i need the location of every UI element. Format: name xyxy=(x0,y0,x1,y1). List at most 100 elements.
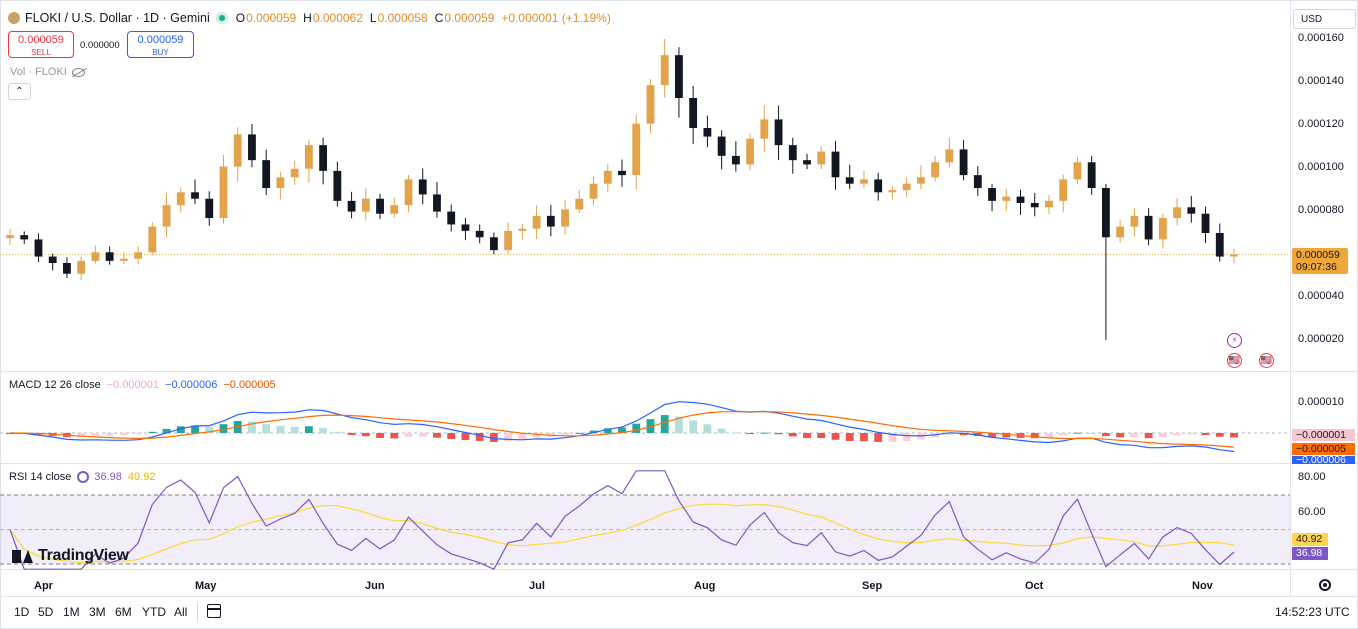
time-axis-label: Aug xyxy=(694,580,716,592)
close-value: 0.000059 xyxy=(444,11,495,25)
range-1d-button[interactable]: 1D xyxy=(14,605,30,619)
macd-histogram-bar xyxy=(134,433,143,435)
candle-body xyxy=(34,239,43,257)
candle-body xyxy=(959,149,968,176)
range-6m-button[interactable]: 6M xyxy=(115,605,132,619)
currency-selector[interactable]: USD xyxy=(1293,9,1356,29)
high-value: 0.000062 xyxy=(312,11,363,25)
candle-body xyxy=(205,198,214,218)
macd-histogram-bar xyxy=(119,433,128,436)
rsi-legend[interactable]: RSI 14 close 36.98 40.92 xyxy=(9,471,155,483)
macd-histogram-bar xyxy=(860,433,868,442)
high-label: H xyxy=(303,11,312,25)
price-change: +0.000001 (+1.19%) xyxy=(501,11,611,25)
candle-body xyxy=(1130,215,1139,227)
candle-body xyxy=(418,179,427,195)
close-label: C xyxy=(434,11,444,25)
candle-body xyxy=(233,134,242,167)
collapse-legend-button[interactable]: ⌃ xyxy=(8,83,31,100)
macd-histogram-bar xyxy=(1087,432,1096,434)
range-5d-button[interactable]: 5D xyxy=(38,605,54,619)
time-axis-label: Sep xyxy=(862,580,883,592)
candle-body xyxy=(575,198,584,210)
macd-histogram-bar xyxy=(888,433,897,442)
candle-body xyxy=(1045,200,1053,208)
macd-histogram-bar xyxy=(176,426,185,433)
macd-histogram-bar xyxy=(1130,433,1139,438)
gear-icon[interactable] xyxy=(1319,579,1331,591)
rsi-axis-label: 60.00 xyxy=(1298,506,1326,518)
candle-body xyxy=(376,198,384,214)
macd-histogram-bar xyxy=(1215,433,1224,437)
macd-histogram-bar xyxy=(504,433,513,441)
macd-histogram-bar xyxy=(489,433,498,442)
time-axis-label: May xyxy=(195,580,217,592)
tradingview-logo[interactable]: TradingView xyxy=(12,547,129,565)
macd-signal-value: −0.000005 xyxy=(223,379,276,391)
macd-histogram-bar xyxy=(1030,433,1039,439)
eye-hidden-icon[interactable] xyxy=(71,67,85,77)
macd-histogram-tag: −0.000001 xyxy=(1292,429,1355,441)
macd-histogram-bar xyxy=(1073,432,1082,434)
candle-body xyxy=(361,198,370,212)
candle-body xyxy=(276,177,285,188)
macd-axis-label: 0.000010 xyxy=(1298,396,1344,408)
rsi-chart[interactable] xyxy=(0,464,1290,570)
macd-histogram-bar xyxy=(874,433,883,442)
candle-body xyxy=(248,134,256,161)
candle-body xyxy=(48,256,57,263)
sell-button[interactable]: 0.000059 SELL xyxy=(8,31,74,58)
range-3m-button[interactable]: 3M xyxy=(89,605,106,619)
candle-body xyxy=(888,190,897,193)
range-ytd-button[interactable]: YTD xyxy=(142,605,166,619)
candle-body xyxy=(774,119,783,146)
time-axis-border xyxy=(0,569,1358,570)
lightning-event-icon[interactable]: ⚡ xyxy=(1227,333,1242,348)
price-axis-label: 0.000100 xyxy=(1298,161,1344,173)
candle-body xyxy=(504,230,513,251)
candle-body xyxy=(561,209,569,227)
macd-histogram-bar xyxy=(77,433,86,437)
range-all-button[interactable]: All xyxy=(174,605,188,619)
macd-pane-divider[interactable] xyxy=(0,371,1358,372)
buy-button[interactable]: 0.000059 BUY xyxy=(127,31,194,58)
candle-body xyxy=(1158,218,1167,240)
us-flag-event-icon[interactable]: 🇺🇸 xyxy=(1227,353,1242,368)
macd-legend[interactable]: MACD 12 26 close −0.000001 −0.000006 −0.… xyxy=(9,379,276,391)
candle-body xyxy=(916,177,925,184)
macd-histogram-bar xyxy=(959,433,968,436)
symbol-legend[interactable]: FLOKI / U.S. Dollar · 1D · Gemini O 0.000… xyxy=(8,11,618,25)
volume-legend[interactable]: Vol · FLOKI xyxy=(10,66,85,78)
us-flag-event-icon[interactable]: 🇺🇸 xyxy=(1259,353,1274,368)
macd-histogram-bar xyxy=(361,433,370,437)
macd-chart[interactable] xyxy=(0,372,1290,464)
candle-body xyxy=(134,252,143,259)
candle-body xyxy=(546,215,555,227)
rsi-ma-line xyxy=(9,503,1235,564)
price-chart[interactable] xyxy=(0,0,1290,371)
symbol-title[interactable]: FLOKI / U.S. Dollar · 1D · Gemini xyxy=(25,11,210,25)
open-label: O xyxy=(235,11,246,25)
macd-histogram-bar xyxy=(276,425,285,433)
rsi-value: 36.98 xyxy=(94,471,122,483)
candle-body xyxy=(304,145,313,169)
candle-body xyxy=(532,215,541,229)
rsi-source-icon[interactable] xyxy=(77,471,90,483)
price-axis-label: 0.000020 xyxy=(1298,333,1344,345)
macd-histogram-bar xyxy=(91,433,100,436)
range-1m-button[interactable]: 1M xyxy=(63,605,80,619)
macd-histogram-bar xyxy=(148,431,157,433)
toolbar-border xyxy=(0,596,1358,597)
candle-body xyxy=(660,55,669,86)
macd-histogram-bar xyxy=(646,419,655,433)
macd-line-value: −0.000006 xyxy=(165,379,218,391)
candle-body xyxy=(63,263,71,274)
macd-histogram-bar xyxy=(461,433,470,441)
rsi-pane-divider[interactable] xyxy=(0,463,1358,464)
floki-logo-icon xyxy=(8,12,20,24)
candle-body xyxy=(290,168,299,178)
utc-clock[interactable]: 14:52:23 UTC xyxy=(1275,605,1350,619)
candle-body xyxy=(860,179,868,184)
calendar-icon[interactable] xyxy=(207,604,221,618)
buy-price: 0.000059 xyxy=(137,34,184,46)
